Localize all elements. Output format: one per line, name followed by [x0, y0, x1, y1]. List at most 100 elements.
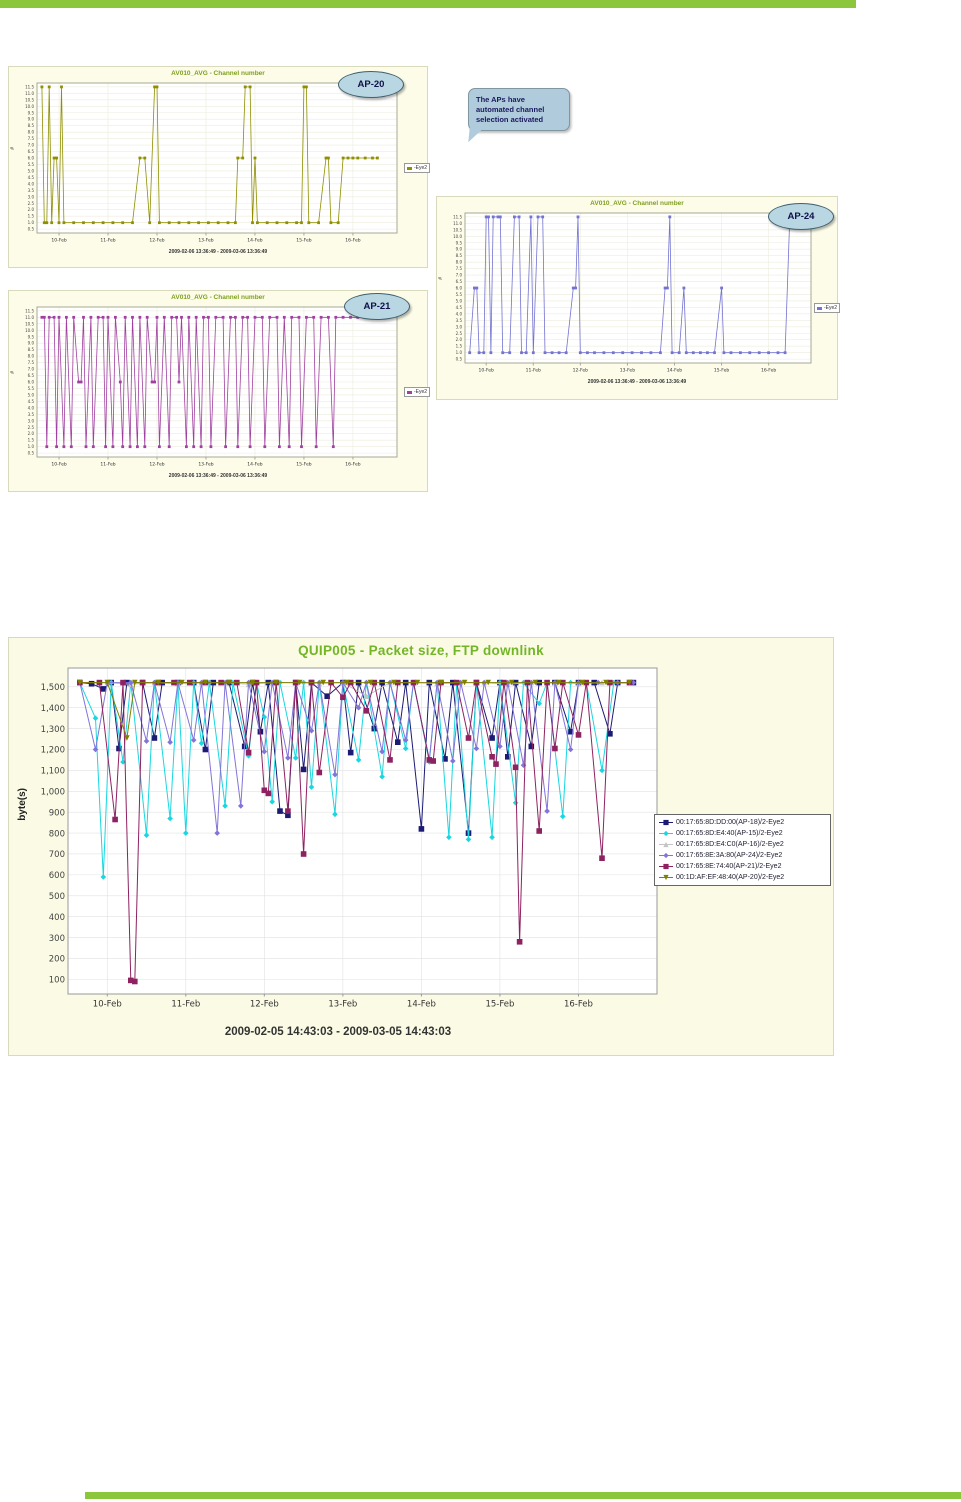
chart-legend: -Eye2 — [813, 303, 840, 313]
svg-text:16-Feb: 16-Feb — [345, 462, 360, 468]
svg-text:8.0: 8.0 — [28, 354, 35, 359]
svg-text:16-Feb: 16-Feb — [761, 368, 776, 374]
svg-text:8.5: 8.5 — [28, 123, 35, 128]
svg-text:0.5: 0.5 — [456, 357, 463, 362]
svg-text:8.5: 8.5 — [456, 253, 463, 258]
svg-text:9.5: 9.5 — [456, 240, 463, 245]
svg-text:11-Feb: 11-Feb — [171, 1000, 200, 1010]
svg-text:7.0: 7.0 — [456, 273, 463, 278]
legend-marker-icon — [659, 819, 673, 826]
chart-legend: -Eye2 — [403, 387, 430, 397]
svg-text:11.0: 11.0 — [453, 221, 462, 226]
svg-text:16-Feb: 16-Feb — [345, 238, 360, 244]
svg-text:1.0: 1.0 — [456, 350, 463, 355]
svg-text:2.0: 2.0 — [456, 337, 463, 342]
svg-text:14-Feb: 14-Feb — [407, 1000, 436, 1010]
callout-tail — [468, 127, 483, 144]
chart-title: AV010_AVG - Channel number — [171, 70, 265, 77]
ap-20-badge: AP-20 — [338, 71, 404, 98]
svg-text:700: 700 — [49, 850, 65, 860]
svg-text:10.5: 10.5 — [453, 227, 462, 232]
svg-text:15-Feb: 15-Feb — [296, 462, 311, 468]
svg-text:6.5: 6.5 — [28, 149, 35, 154]
x-axis-label: 2009-02-06 13:36:49 - 2009-03-06 13:36:4… — [587, 379, 687, 385]
svg-text:2.5: 2.5 — [28, 425, 35, 430]
svg-text:6.0: 6.0 — [28, 156, 35, 161]
svg-text:14-Feb: 14-Feb — [247, 462, 262, 468]
svg-text:800: 800 — [49, 829, 65, 839]
legend-label: 00:17:65:8E:3A:80(AP-24)/2-Eye2 — [676, 852, 783, 859]
svg-text:1,200: 1,200 — [41, 746, 65, 756]
svg-text:10-Feb: 10-Feb — [51, 462, 66, 468]
legend-item: 00:17:65:8D:DD:00(AP-18)/2-Eye2 — [658, 818, 827, 827]
svg-text:8.0: 8.0 — [28, 130, 35, 135]
svg-text:12-Feb: 12-Feb — [573, 368, 588, 374]
chart-title: QUIP005 - Packet size, FTP downlink — [298, 643, 544, 658]
svg-text:200: 200 — [49, 955, 65, 965]
svg-text:1.5: 1.5 — [456, 344, 463, 349]
svg-text:12-Feb: 12-Feb — [149, 462, 164, 468]
svg-text:3.5: 3.5 — [28, 412, 35, 417]
svg-text:13-Feb: 13-Feb — [198, 462, 213, 468]
svg-text:13-Feb: 13-Feb — [620, 368, 635, 374]
svg-text:6.5: 6.5 — [456, 279, 463, 284]
svg-text:9.0: 9.0 — [456, 247, 463, 252]
ap-badge-label: AP-24 — [787, 211, 815, 222]
svg-text:11-Feb: 11-Feb — [100, 462, 115, 468]
legend-marker-icon — [659, 841, 673, 848]
chart-panel-ap24: AV010_AVG - Channel number # 0.5 1.0 1.5 2.… — [436, 196, 840, 400]
svg-text:2.0: 2.0 — [28, 207, 35, 212]
svg-text:4.5: 4.5 — [28, 399, 35, 404]
svg-text:1,000: 1,000 — [41, 788, 65, 798]
svg-text:3.0: 3.0 — [456, 324, 463, 329]
svg-text:11.5: 11.5 — [453, 214, 462, 219]
svg-text:4.5: 4.5 — [456, 305, 463, 310]
svg-text:1,300: 1,300 — [41, 725, 65, 735]
callout-text: The APs have automated channel selection… — [476, 95, 545, 124]
chart-panel-ap20: AV010_AVG - Channel number # 0.5 1.0 1.5 2.… — [8, 66, 430, 268]
ap-badge-label: AP-20 — [357, 79, 385, 90]
channel-line-chart-ap21: 0.51.01.52.02.53.03.54.04.55.05.56.06.57… — [25, 306, 398, 468]
svg-text:4.0: 4.0 — [28, 181, 35, 186]
svg-text:7.0: 7.0 — [28, 143, 35, 148]
svg-text:3.5: 3.5 — [28, 188, 35, 193]
svg-text:10.5: 10.5 — [25, 97, 34, 102]
svg-text:9.5: 9.5 — [28, 110, 35, 115]
legend-swatch — [406, 390, 412, 394]
svg-text:500: 500 — [49, 892, 65, 902]
svg-text:10-Feb: 10-Feb — [479, 368, 494, 374]
svg-text:6.0: 6.0 — [28, 380, 35, 385]
svg-text:11.0: 11.0 — [25, 91, 34, 96]
svg-text:11.5: 11.5 — [25, 84, 34, 89]
svg-text:9.0: 9.0 — [28, 117, 35, 122]
svg-text:300: 300 — [49, 934, 65, 944]
svg-text:14-Feb: 14-Feb — [247, 238, 262, 244]
svg-text:15-Feb: 15-Feb — [485, 1000, 514, 1010]
ap-badge-label: AP-21 — [363, 301, 391, 312]
legend-item: 00:17:65:8E:74:40(AP-21)/2-Eye2 — [658, 862, 827, 871]
svg-text:5.0: 5.0 — [28, 392, 35, 397]
svg-text:1.5: 1.5 — [28, 214, 35, 219]
svg-text:5.0: 5.0 — [28, 168, 35, 173]
svg-text:11-Feb: 11-Feb — [526, 368, 541, 374]
x-axis-label: 2009-02-06 13:36:49 - 2009-03-06 13:36:4… — [168, 473, 268, 479]
legend-swatch — [406, 166, 412, 170]
channel-line-chart-ap24: 0.51.01.52.02.53.03.54.04.55.05.56.06.57… — [453, 212, 812, 374]
legend-label: 00:17:65:8E:74:40(AP-21)/2-Eye2 — [676, 863, 782, 870]
legend-label: 00:1D:AF:EF:48:40(AP-20)/2-Eye2 — [676, 874, 785, 881]
svg-text:11-Feb: 11-Feb — [100, 238, 115, 244]
callout-bubble: The APs have automated channel selection… — [468, 88, 570, 144]
svg-text:4.5: 4.5 — [28, 175, 35, 180]
svg-text:900: 900 — [49, 808, 65, 818]
ap-24-badge: AP-24 — [768, 203, 834, 230]
svg-text:10-Feb: 10-Feb — [51, 238, 66, 244]
legend-marker-icon — [659, 830, 673, 837]
svg-text:11.5: 11.5 — [25, 308, 34, 313]
svg-text:10-Feb: 10-Feb — [93, 1000, 122, 1010]
svg-text:5.5: 5.5 — [28, 162, 35, 167]
chart-legend: 00:17:65:8D:DD:00(AP-18)/2-Eye2 00:17:65… — [654, 814, 831, 886]
svg-text:6.0: 6.0 — [456, 286, 463, 291]
channel-line-chart-ap20: 0.51.01.52.02.53.03.54.04.55.05.56.06.57… — [25, 82, 398, 244]
svg-text:7.5: 7.5 — [456, 266, 463, 271]
